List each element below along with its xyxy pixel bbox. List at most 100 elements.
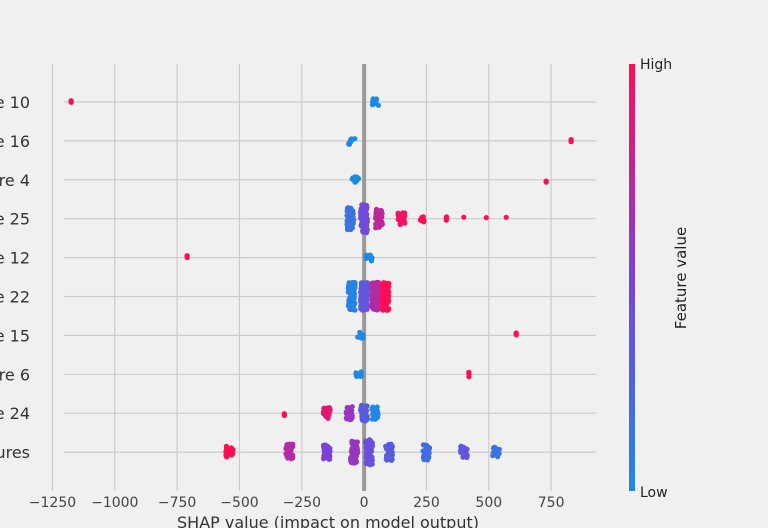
data-point — [347, 141, 353, 147]
data-point — [386, 455, 392, 462]
data-point — [375, 302, 381, 308]
data-point — [378, 208, 385, 214]
data-point — [285, 454, 292, 460]
feature-label: e 24 — [0, 404, 30, 423]
data-point — [366, 457, 372, 463]
data-point — [349, 283, 356, 290]
data-point — [352, 301, 358, 307]
data-point — [223, 454, 229, 460]
x-tick-label: −750 — [158, 495, 196, 511]
data-point — [543, 179, 549, 185]
data-point — [369, 440, 375, 446]
data-point — [385, 294, 392, 300]
data-point — [370, 416, 376, 422]
data-point — [389, 443, 395, 449]
data-point — [362, 299, 368, 305]
data-point — [322, 410, 328, 416]
data-point — [347, 306, 353, 312]
data-point — [371, 306, 377, 312]
data-point — [513, 332, 519, 338]
data-point — [350, 295, 356, 301]
x-axis-label: SHAP value (impact on model output) — [177, 513, 479, 528]
data-point — [461, 214, 467, 220]
data-point — [495, 450, 501, 456]
feature-label: e 12 — [0, 249, 30, 268]
data-point — [490, 445, 496, 451]
data-point — [350, 221, 356, 227]
data-point — [373, 206, 380, 212]
colorbar-high-label: High — [640, 57, 672, 73]
data-point — [424, 448, 430, 454]
data-point — [374, 220, 380, 226]
data-point — [466, 374, 472, 380]
data-point — [421, 442, 427, 448]
colorbar — [629, 64, 635, 491]
data-point — [353, 373, 360, 379]
data-point — [344, 213, 350, 219]
data-point — [358, 215, 364, 221]
data-point — [420, 216, 426, 222]
data-point — [347, 412, 353, 418]
data-point — [369, 281, 375, 287]
data-point — [358, 209, 364, 215]
data-point — [374, 224, 380, 230]
data-point — [402, 220, 408, 226]
feature-label: re 6 — [0, 365, 30, 384]
data-point — [362, 221, 368, 228]
data-point — [490, 453, 496, 459]
data-point — [347, 417, 353, 423]
data-point — [347, 226, 353, 233]
data-point — [360, 228, 366, 234]
data-point — [364, 287, 370, 294]
data-point — [374, 404, 380, 410]
data-point — [358, 285, 365, 291]
feature-label: e 10 — [0, 93, 30, 112]
x-tick-label: 250 — [413, 495, 440, 511]
data-point — [359, 294, 365, 300]
data-point — [365, 461, 371, 467]
data-point — [365, 448, 371, 454]
data-point — [184, 253, 190, 259]
x-tick-label: 0 — [360, 495, 369, 511]
data-point — [327, 456, 333, 462]
data-point — [68, 99, 74, 105]
data-point — [350, 459, 356, 465]
vertical-gridlines — [51, 64, 552, 491]
data-point — [348, 208, 355, 214]
data-point — [360, 410, 366, 416]
data-point — [369, 444, 375, 450]
data-point — [362, 206, 368, 212]
data-point — [568, 139, 574, 145]
data-point — [397, 221, 403, 227]
data-point — [375, 288, 381, 294]
data-point — [358, 370, 364, 376]
data-point — [371, 287, 377, 293]
data-point — [383, 443, 389, 449]
horizontal-gridlines — [64, 101, 596, 453]
data-point — [345, 285, 351, 292]
feature-label: e 22 — [0, 288, 30, 307]
data-point — [369, 255, 375, 261]
data-point — [352, 451, 358, 457]
data-point — [358, 289, 364, 295]
data-point — [321, 449, 327, 455]
data-point — [458, 443, 464, 449]
colorbar-low-label: Low — [640, 485, 668, 501]
data-point — [503, 214, 509, 220]
x-tick-label: −500 — [220, 495, 258, 511]
data-point — [321, 442, 327, 448]
data-point — [325, 415, 331, 421]
data-point — [365, 444, 371, 450]
feature-labels: e 10 e 16 re 4 e 25 e 12 e 22 e 15 re 6 e 24 ures — [0, 93, 30, 462]
data-point — [359, 303, 365, 309]
data-point — [402, 210, 408, 216]
data-point — [364, 292, 371, 298]
data-point — [461, 452, 467, 459]
data-point — [353, 442, 359, 449]
data-point — [364, 254, 370, 261]
data-point — [371, 294, 378, 300]
feature-label: ures — [0, 443, 30, 462]
x-tick-label: 500 — [475, 495, 502, 511]
beeswarm-points — [68, 96, 574, 468]
